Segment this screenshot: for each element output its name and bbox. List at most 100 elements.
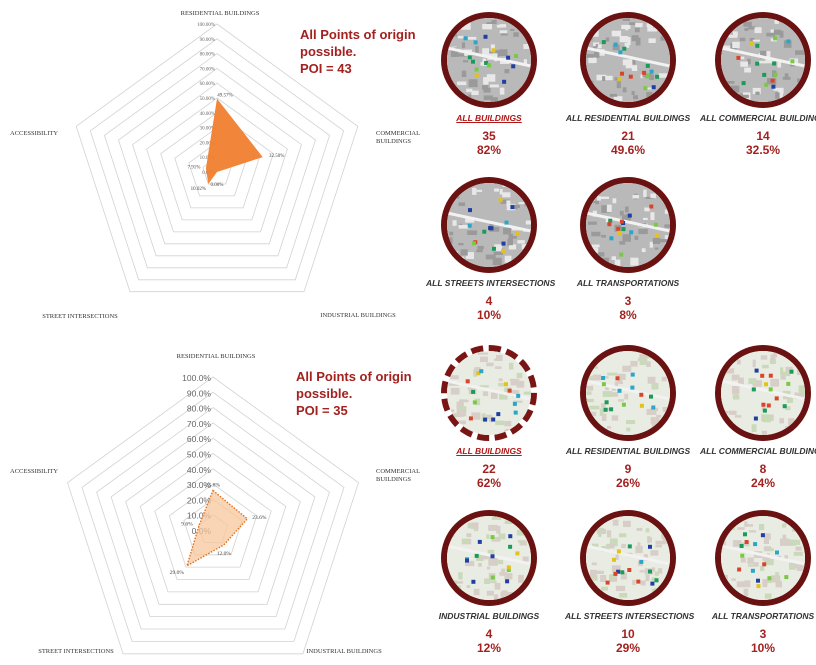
map-block: [490, 84, 499, 88]
map-bottom-commercial[interactable]: ALL COMMERCIAL BUILDINGS 8 24%: [700, 345, 816, 490]
radar-tick-label: 30.0%: [187, 480, 212, 490]
map-poi-marker: [474, 73, 479, 78]
map-poi-marker: [766, 403, 771, 408]
map-block: [586, 198, 590, 201]
map-block: [786, 395, 793, 403]
radar-value-label: 0.00%: [211, 183, 224, 188]
map-bottom-residential[interactable]: ALL RESIDENTIAL BUILDINGS 9 26%: [565, 345, 691, 490]
map-top-commercial[interactable]: ALL COMMERCIAL BUILDINGS 14 32.5%: [700, 12, 816, 157]
map-poi-marker: [492, 246, 496, 251]
map-block: [760, 566, 765, 571]
poi-line3: POI = 43: [300, 61, 352, 76]
map-poi-marker: [627, 544, 632, 549]
radar-grid-ring: [67, 376, 359, 655]
map-bottom-all-buildings[interactable]: ALL BUILDINGS 22 62%: [426, 345, 552, 490]
map-block: [640, 580, 646, 586]
map-poi-marker: [770, 78, 775, 83]
map-block: [789, 562, 796, 570]
map-block: [650, 417, 660, 424]
map-block: [471, 522, 479, 529]
map-top-all-buildings[interactable]: ALL BUILDINGS 35 82%: [426, 12, 552, 157]
map-block: [645, 574, 650, 582]
map-block: [482, 85, 489, 90]
map-block: [592, 374, 602, 381]
map-block: [486, 362, 494, 367]
map-bottom-streets[interactable]: ALL STREETS INTERSECTIONS 10 29%: [565, 510, 694, 655]
map-texture: [586, 351, 670, 435]
map-block: [502, 590, 508, 596]
map-block: [739, 37, 746, 42]
map-texture: [447, 516, 531, 600]
map-poi-marker: [737, 567, 742, 572]
radar-grid-ring: [96, 407, 330, 630]
poi-line3: POI = 35: [296, 403, 348, 418]
map-top-streets[interactable]: ALL STREETS INTERSECTIONS 4 10%: [426, 177, 555, 322]
map-label: ALL BUILDINGS: [456, 446, 522, 456]
map-block: [522, 556, 529, 562]
map-block: [521, 86, 530, 93]
map-poi-marker: [753, 416, 758, 421]
map-block: [770, 378, 779, 387]
map-bottom-industrial[interactable]: INDUSTRIAL BUILDINGS 4 12%: [426, 510, 552, 655]
map-block: [779, 418, 784, 424]
map-block: [456, 420, 466, 425]
map-block: [732, 41, 740, 49]
map-poi-marker: [622, 46, 627, 51]
map-block: [457, 406, 467, 412]
map-block: [790, 539, 801, 545]
map-block: [650, 193, 656, 199]
map-block: [465, 560, 475, 567]
map-block: [622, 59, 632, 66]
map-block: [587, 185, 594, 193]
map-block: [759, 524, 765, 531]
map-block: [748, 26, 756, 30]
map-bottom-transportations[interactable]: ALL TRANSPORTATIONS 3 10%: [700, 510, 816, 655]
map-block: [515, 593, 520, 600]
map-block: [793, 551, 803, 556]
map-poi-marker: [651, 85, 656, 90]
map-block: [778, 87, 784, 94]
map-block: [788, 418, 795, 426]
map-block: [471, 90, 479, 95]
map-poi-marker: [744, 540, 749, 544]
map-block: [468, 36, 477, 40]
radar-tick-label: 20.00%: [200, 141, 215, 146]
map-block: [494, 358, 498, 361]
map-block: [792, 528, 796, 532]
map-block: [624, 42, 630, 48]
map-top-transportations[interactable]: ALL TRANSPORTATIONS 3 8%: [565, 177, 691, 322]
map-block: [490, 44, 495, 51]
map-poi-marker: [474, 553, 479, 558]
map-poi-marker: [648, 569, 652, 574]
radar-tick-label: 60.0%: [187, 434, 212, 444]
map-block: [629, 22, 636, 26]
map-block: [516, 372, 523, 379]
map-count: 4: [485, 627, 493, 641]
map-top-residential[interactable]: ALL RESIDENTIAL BUILDINGS 21 49.6%: [565, 12, 691, 157]
map-block: [651, 567, 656, 572]
map-poi-marker: [504, 382, 508, 387]
map-block: [656, 414, 662, 418]
map-block: [457, 35, 465, 39]
radar-svg-bottom: 0.0%10.0%20.0%30.0%40.0%50.0%60.0%70.0%8…: [10, 353, 420, 655]
map-block: [586, 398, 594, 403]
map-road: [721, 544, 805, 566]
radar-tick-label: 80.00%: [200, 53, 215, 58]
map-block: [740, 61, 748, 67]
map-texture: [721, 351, 805, 435]
map-block: [637, 542, 641, 547]
map-block: [606, 543, 615, 549]
map-poi-marker: [645, 74, 650, 79]
map-label: ALL TRANSPORTATIONS: [576, 278, 680, 288]
map-block: [739, 93, 745, 98]
map-poi-marker: [786, 381, 791, 386]
map-block: [455, 184, 460, 191]
map-block: [494, 188, 499, 192]
map-block: [481, 554, 491, 560]
map-poi-marker: [620, 71, 624, 76]
map-block: [494, 583, 501, 590]
map-block: [491, 516, 502, 520]
map-block: [618, 381, 623, 385]
map-block: [586, 391, 592, 395]
map-block: [782, 390, 791, 395]
